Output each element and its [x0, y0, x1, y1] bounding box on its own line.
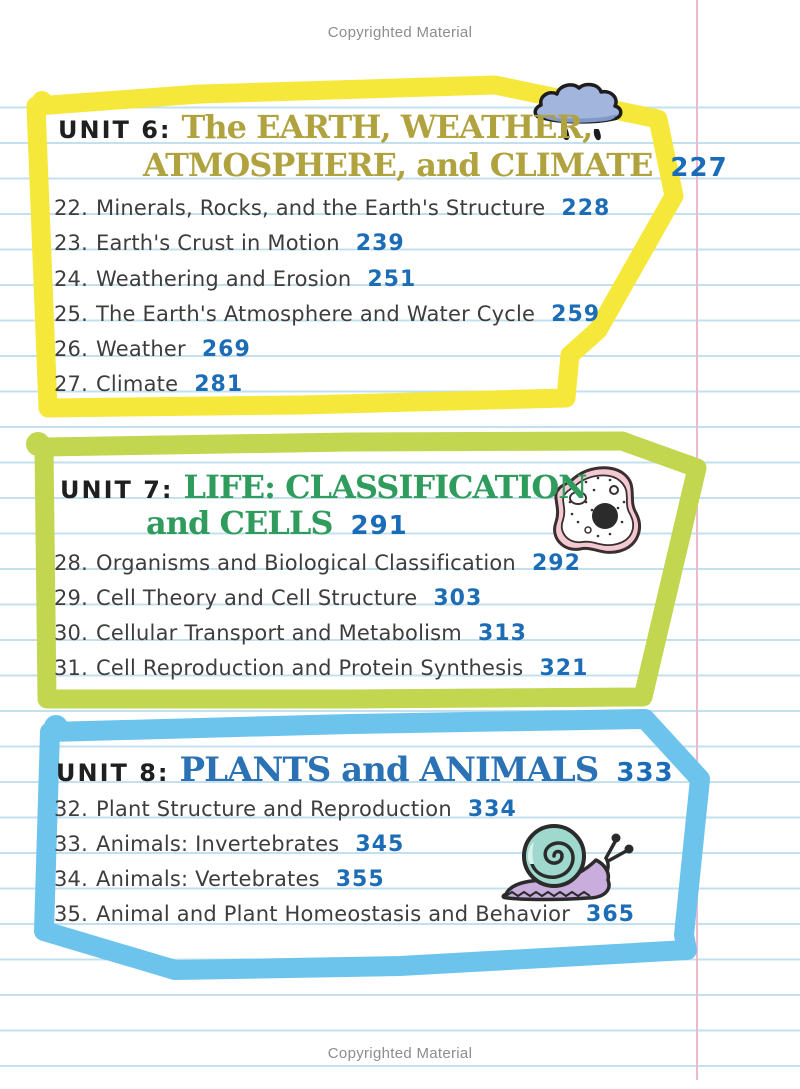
chapter-page: 292	[531, 551, 581, 576]
chapter-page: 259	[551, 302, 601, 327]
copyright-notice-bottom: Copyrighted Material	[327, 1045, 473, 1062]
chapter-page: 281	[194, 372, 244, 397]
unit-7-heading-line1: UNIT 7: LIFE: CLASSIFICATION	[60, 468, 588, 506]
toc-entry-33: 33. Animals: Invertebrates 345	[54, 832, 404, 857]
toc-entry-35: 35. Animal and Plant Homeostasis and Beh…	[54, 902, 635, 927]
chapter-number: 29.	[54, 586, 88, 610]
chapter-number: 30.	[54, 621, 88, 645]
unit-7-heading-line2: and CELLS 291	[146, 504, 408, 542]
unit-7-title-line1: LIFE: CLASSIFICATION	[183, 468, 588, 506]
unit-6-label: UNIT 6:	[58, 116, 172, 144]
chapter-number: 22.	[54, 196, 88, 220]
unit-8-label: UNIT 8:	[56, 759, 170, 787]
chapter-page: 313	[477, 621, 527, 646]
chapter-title: Weather	[96, 337, 186, 361]
unit-7-label: UNIT 7:	[60, 476, 174, 504]
toc-entry-23: 23. Earth's Crust in Motion 239	[54, 231, 405, 256]
chapter-title: Cell Reproduction and Protein Synthesis	[96, 656, 524, 680]
chapter-number: 23.	[54, 231, 88, 255]
unit-6-heading-line1: UNIT 6: The EARTH, WEATHER,	[58, 108, 594, 146]
chapter-page: 251	[367, 267, 417, 292]
unit-7-title-line2: and CELLS	[146, 504, 333, 542]
chapter-number: 32.	[54, 797, 88, 821]
chapter-title: Weathering and Erosion	[96, 267, 352, 291]
chapter-number: 27.	[54, 372, 88, 396]
chapter-title: Climate	[96, 372, 179, 396]
chapter-title: Animal and Plant Homeostasis and Behavio…	[96, 902, 571, 926]
toc-entry-27: 27. Climate 281	[54, 372, 243, 397]
toc-entry-25: 25. The Earth's Atmosphere and Water Cyc…	[54, 302, 600, 327]
unit-7-page-number: 291	[350, 511, 408, 541]
chapter-title: Organisms and Biological Classification	[96, 551, 516, 575]
toc-entry-32: 32. Plant Structure and Reproduction 334	[54, 797, 517, 822]
toc-entry-22: 22. Minerals, Rocks, and the Earth's Str…	[54, 196, 610, 221]
chapter-title: Minerals, Rocks, and the Earth's Structu…	[96, 196, 546, 220]
chapter-title: Cellular Transport and Metabolism	[96, 621, 462, 645]
chapter-page: 228	[561, 196, 611, 221]
toc-entry-24: 24. Weathering and Erosion 251	[54, 267, 416, 292]
unit-8-page-number: 333	[616, 758, 674, 788]
chapter-title: Plant Structure and Reproduction	[96, 797, 452, 821]
chapter-page: 269	[201, 337, 251, 362]
toc-entry-30: 30. Cellular Transport and Metabolism 31…	[54, 621, 527, 646]
unit-6-heading-line2: ATMOSPHERE, and CLIMATE 227	[143, 146, 728, 184]
rain-cloud-icon	[533, 82, 623, 141]
chapter-page: 239	[355, 231, 405, 256]
chapter-title: Animals: Invertebrates	[96, 832, 340, 856]
toc-entry-26: 26. Weather 269	[54, 337, 251, 362]
toc-entry-28: 28. Organisms and Biological Classificat…	[54, 551, 581, 576]
chapter-page: 303	[433, 586, 483, 611]
unit-8-heading: UNIT 8: PLANTS and ANIMALS 333	[56, 750, 674, 790]
toc-entry-34: 34. Animals: Vertebrates 355	[54, 867, 385, 892]
chapter-number: 34.	[54, 867, 88, 891]
chapter-number: 25.	[54, 302, 88, 326]
chapter-page: 321	[539, 656, 589, 681]
chapter-number: 31.	[54, 656, 88, 680]
chapter-number: 35.	[54, 902, 88, 926]
chapter-title: Earth's Crust in Motion	[96, 231, 340, 255]
amoeba-icon	[553, 466, 641, 554]
chapter-title: Cell Theory and Cell Structure	[96, 586, 418, 610]
unit-8-title: PLANTS and ANIMALS	[179, 750, 600, 790]
chapter-page: 345	[355, 832, 405, 857]
chapter-page: 334	[467, 797, 517, 822]
unit-6-page-number: 227	[670, 153, 728, 183]
unit-6-title-line2: ATMOSPHERE, and CLIMATE	[143, 146, 653, 184]
chapter-number: 26.	[54, 337, 88, 361]
snail-icon	[501, 824, 634, 902]
unit-6-title-line1: The EARTH, WEATHER,	[181, 108, 594, 146]
chapter-number: 28.	[54, 551, 88, 575]
chapter-title: Animals: Vertebrates	[96, 867, 320, 891]
chapter-page: 355	[335, 867, 385, 892]
toc-entry-31: 31. Cell Reproduction and Protein Synthe…	[54, 656, 588, 681]
chapter-number: 24.	[54, 267, 88, 291]
copyright-notice-top: Copyrighted Material	[327, 24, 473, 41]
chapter-page: 365	[586, 902, 635, 927]
toc-entry-29: 29. Cell Theory and Cell Structure 303	[54, 586, 482, 611]
chapter-number: 33.	[54, 832, 88, 856]
chapter-title: The Earth's Atmosphere and Water Cycle	[96, 302, 536, 326]
